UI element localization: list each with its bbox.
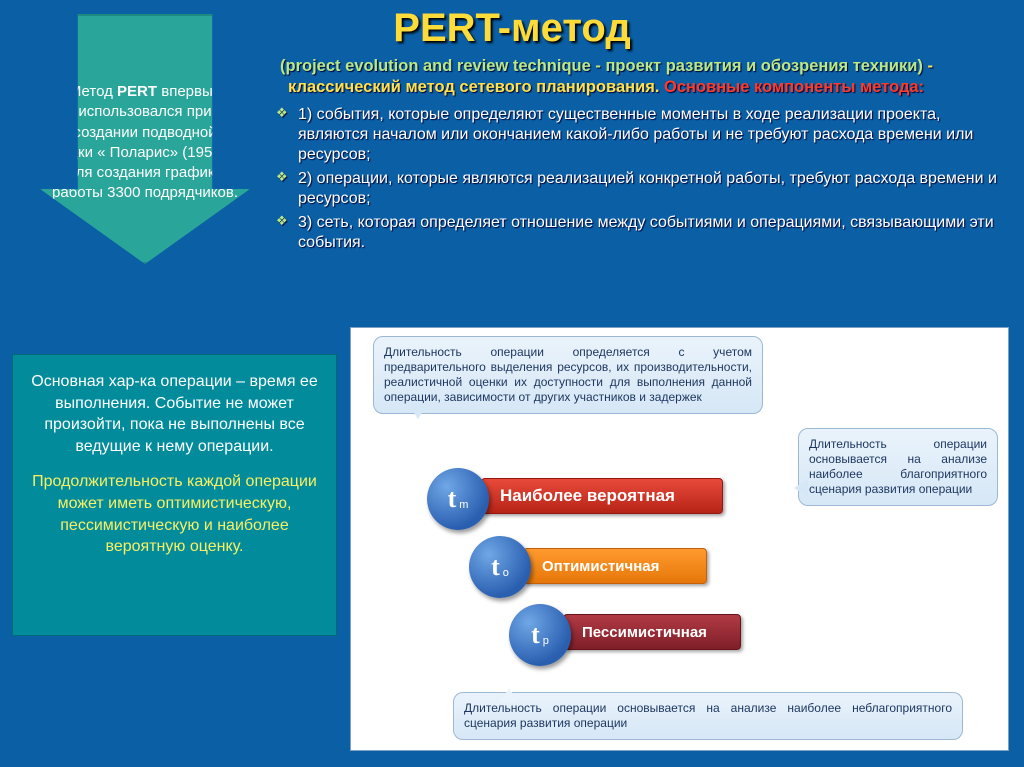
arrow-text-prefix: Метод — [69, 83, 117, 100]
bullet-item: 3) сеть, которая определяет отношение ме… — [270, 211, 1004, 255]
intro-line: (project evolution and review technique … — [270, 56, 1004, 97]
arrow-text-bold: PERT — [117, 83, 157, 100]
component-bullets: 1) события, которые определяют существен… — [270, 103, 1004, 255]
main-content: (project evolution and review technique … — [270, 56, 1004, 255]
callout-right-text: Длительность операции основывается на ан… — [809, 437, 987, 496]
bullet-item: 2) операции, которые являются реализацие… — [270, 167, 1004, 211]
intro-green: (project evolution and review technique … — [280, 57, 923, 75]
callout-tail-icon — [408, 403, 428, 429]
teal-paragraph-2: Продолжительность каждой операции может … — [21, 471, 328, 557]
callout-right: Длительность операции основывается на ан… — [798, 428, 998, 506]
estimate-circle: tm — [427, 468, 489, 530]
estimate-bar: Оптимистичная — [523, 548, 707, 584]
teal-paragraph-1: Основная хар-ка операции – время ее выпо… — [21, 371, 328, 457]
diagram-panel: Длительность операции определяется с уче… — [350, 327, 1009, 751]
callout-tail-icon — [785, 479, 808, 497]
estimate-circle: to — [469, 536, 531, 598]
callout-top: Длительность операции определяется с уче… — [373, 336, 763, 414]
bullet-item: 1) события, которые определяют существен… — [270, 103, 1004, 167]
estimate-circle: tp — [509, 604, 571, 666]
callout-tail-icon — [500, 679, 518, 702]
estimate-bar: Наиболее вероятная — [481, 478, 723, 514]
intro-red: Основные компоненты метода: — [659, 78, 924, 96]
estimate-bar: Пессимистичная — [563, 614, 741, 650]
callout-bottom-text: Длительность операции основывается на ан… — [464, 701, 952, 730]
callout-top-text: Длительность операции определяется с уче… — [384, 345, 752, 404]
callout-bottom: Длительность операции основывается на ан… — [453, 692, 963, 740]
characteristic-box: Основная хар-ка операции – время ее выпо… — [12, 354, 337, 636]
arrow-text-rest: впервые использовался при создании подво… — [52, 83, 238, 201]
history-arrow-callout: Метод PERT впервые использовался при соз… — [40, 14, 250, 264]
